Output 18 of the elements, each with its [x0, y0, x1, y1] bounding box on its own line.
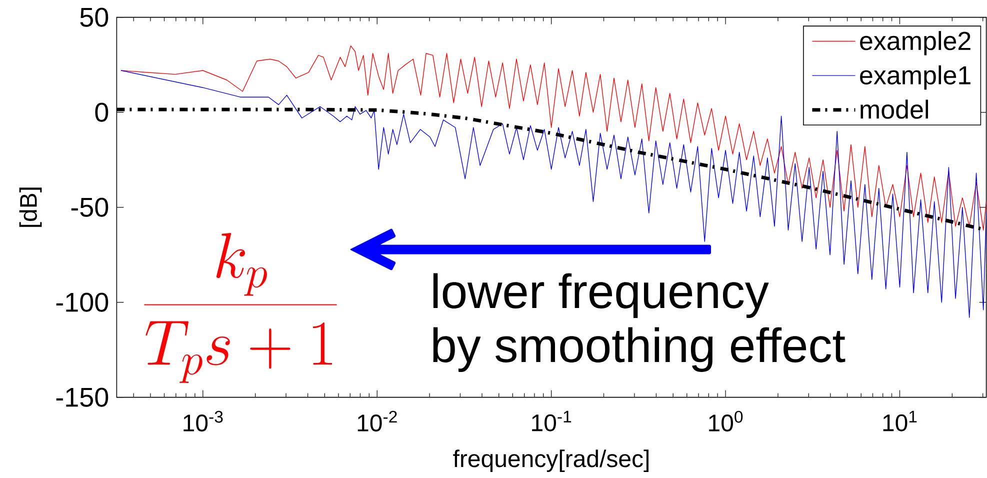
legend-label: model [860, 100, 928, 119]
x-axis-title: frequency[rad/sec] [453, 450, 648, 472]
y-tick-label: -100 [56, 292, 108, 312]
legend-label: example1 [860, 65, 970, 90]
y-tick-label: 50 [80, 8, 108, 27]
legend-label: example2 [860, 31, 970, 56]
y-tick-label: -50 [71, 198, 108, 217]
annotation: $\frac{k_p}{T_ps+1}$ [144, 233, 337, 383]
x-tick-label: 10$^{-2}$ [358, 410, 397, 432]
y-axis-title: [dB] [19, 188, 42, 227]
x-tick-label: 10$^{0}$ [709, 410, 743, 432]
annotation: lower frequency [433, 273, 769, 318]
y-tick-label: 0 [95, 102, 108, 122]
x-tick-label: 10$^{-1}$ [532, 410, 572, 432]
y-tick-label: -150 [56, 388, 108, 407]
x-tick-label: 10$^{1}$ [883, 410, 917, 432]
x-tick-label: 10$^{-3}$ [184, 410, 223, 432]
annotation: by smoothing effect [433, 327, 846, 372]
